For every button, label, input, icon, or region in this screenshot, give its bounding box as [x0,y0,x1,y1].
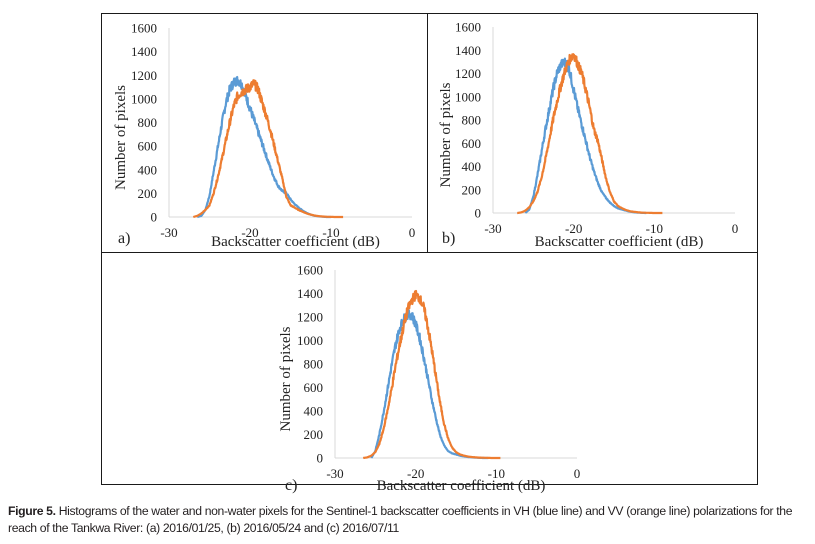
x-tick-label: -20 [565,221,582,236]
y-tick-label: 800 [138,115,158,130]
x-tick-label: -30 [484,221,501,236]
chart-panel-a: 0 200 400 600 800 1000 1200 1400 1600 -30 -20 -10 0 B… [113,21,415,251]
frame-horizontal-divider [101,252,758,253]
y-tick-label: 200 [304,427,324,442]
series-line-vv [516,53,664,215]
y-tick-label: 600 [462,136,482,151]
y-tick-label: 1200 [455,66,481,81]
panel-label: c) [285,477,297,494]
chart-panel-b: 0 200 400 600 800 1000 1200 1400 1600 -30 -20 -10 0 B… [438,20,738,251]
panel-label: a) [118,230,130,247]
y-tick-label: 1000 [455,89,481,104]
y-tick-label: 1600 [455,20,481,35]
x-tick-label: 0 [409,225,416,240]
y-tick-label: 600 [138,139,158,154]
panel-label: b) [442,230,455,247]
y-tick-label: 1200 [131,68,157,83]
chart-panel-c: 0 200 400 600 800 1000 1200 1400 1600 -30 -20 -10 0 B… [278,263,580,495]
y-tick-label: 1600 [131,21,157,36]
series-line-vv [192,79,344,219]
x-tick-label: -30 [160,225,177,240]
x-tick-label: 0 [732,221,739,236]
y-tick-label: 0 [475,206,482,221]
series-line-vv [362,289,502,460]
y-tick-label: 400 [138,162,158,177]
frame-vertical-divider [427,13,428,253]
y-tick-label: 0 [151,210,158,225]
y-tick-label: 1000 [297,333,323,348]
y-tick-label: 0 [317,451,324,466]
y-tick-label: 800 [304,357,324,372]
y-tick-label: 200 [138,186,158,201]
y-tick-label: 1400 [131,44,157,59]
series-line-vh [524,57,647,215]
y-axis-title: Number of pixels [438,82,454,187]
y-tick-label: 1400 [297,286,323,301]
x-axis-title: Backscatter coefficient (dB) [377,478,546,494]
y-axis-title: Number of pixels [113,85,129,190]
series-line-vh [196,76,332,219]
series-line-vh [370,308,489,460]
y-tick-label: 400 [462,159,482,174]
x-tick-label: -10 [322,225,339,240]
x-tick-label: -30 [326,466,343,481]
y-tick-label: 200 [462,182,482,197]
y-tick-label: 400 [304,404,324,419]
caption-text: Histograms of the water and non-water pi… [8,504,793,535]
x-axis-title: Backscatter coefficient (dB) [211,234,380,250]
figure-caption: Figure 5. Histograms of the water and no… [8,503,808,537]
y-tick-label: 800 [462,113,482,128]
y-tick-label: 1600 [297,263,323,278]
x-tick-label: 0 [574,466,581,481]
y-tick-label: 600 [304,380,324,395]
y-tick-label: 1400 [455,43,481,58]
x-tick-label: -10 [488,466,505,481]
y-tick-label: 1000 [131,91,157,106]
x-tick-label: -10 [646,221,663,236]
figure-frame [101,13,758,485]
y-tick-label: 1200 [297,310,323,325]
x-tick-label: -20 [241,225,258,240]
x-tick-label: -20 [407,466,424,481]
caption-label: Figure 5. [8,504,56,518]
x-axis-title: Backscatter coefficient (dB) [535,234,704,250]
y-axis-title: Number of pixels [278,326,294,431]
